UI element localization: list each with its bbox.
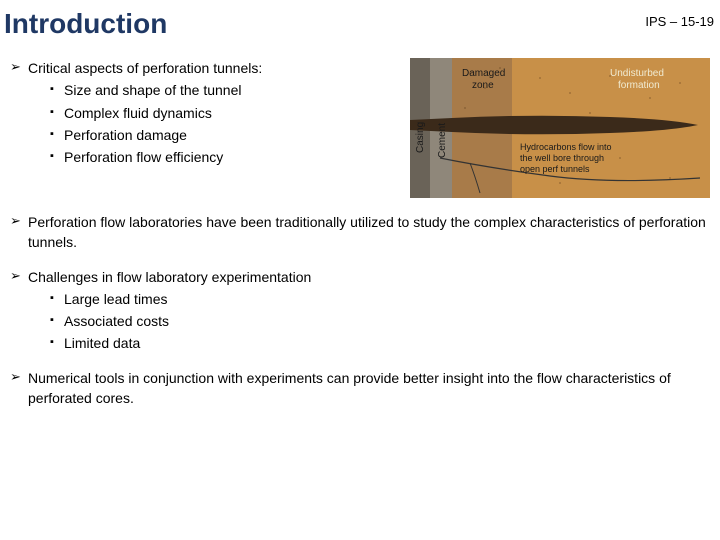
sub-bullet: ▪ Perforation damage bbox=[50, 125, 400, 145]
perforation-diagram: Casing Cement Damaged zone Undisturbed f… bbox=[410, 58, 710, 198]
square-bullet-icon: ▪ bbox=[50, 80, 64, 100]
chevron-right-icon: ➢ bbox=[10, 212, 28, 253]
chevron-right-icon: ➢ bbox=[10, 58, 28, 78]
sub-bullet: ▪ Large lead times bbox=[50, 289, 710, 309]
label-cement: Cement bbox=[437, 123, 448, 158]
sub-bullet: ▪ Associated costs bbox=[50, 311, 710, 331]
bullet-text: Perforation flow laboratories have been … bbox=[28, 212, 710, 253]
bullet-text: Large lead times bbox=[64, 289, 168, 309]
square-bullet-icon: ▪ bbox=[50, 103, 64, 123]
label-casing: Casing bbox=[415, 122, 426, 153]
square-bullet-icon: ▪ bbox=[50, 333, 64, 353]
bullet-text: Challenges in flow laboratory experiment… bbox=[28, 267, 311, 287]
square-bullet-icon: ▪ bbox=[50, 125, 64, 145]
square-bullet-icon: ▪ bbox=[50, 311, 64, 331]
bullet-text: Size and shape of the tunnel bbox=[64, 80, 241, 100]
label-undisturbed-1: Undisturbed bbox=[610, 68, 664, 79]
bullet-text: Critical aspects of perforation tunnels: bbox=[28, 58, 262, 78]
label-damaged: Damaged bbox=[462, 68, 505, 79]
slide-body: ➢ Critical aspects of perforation tunnel… bbox=[0, 40, 720, 408]
bullet-text: Perforation damage bbox=[64, 125, 187, 145]
square-bullet-icon: ▪ bbox=[50, 147, 64, 167]
chevron-right-icon: ➢ bbox=[10, 368, 28, 409]
bullet-text: Perforation flow efficiency bbox=[64, 147, 223, 167]
annotation-line-1: Hydrocarbons flow into bbox=[520, 142, 612, 152]
label-zone: zone bbox=[472, 80, 494, 91]
sub-bullet: ▪ Limited data bbox=[50, 333, 710, 353]
bullet-text: Limited data bbox=[64, 333, 140, 353]
annotation-line-3: open perf tunnels bbox=[520, 164, 590, 174]
sub-bullet: ▪ Perforation flow efficiency bbox=[50, 147, 400, 167]
bullet-challenges: ➢ Challenges in flow laboratory experime… bbox=[10, 267, 710, 287]
slide-code: IPS – 15-19 bbox=[645, 8, 716, 29]
sub-bullet: ▪ Size and shape of the tunnel bbox=[50, 80, 400, 100]
bullet-text: Associated costs bbox=[64, 311, 169, 331]
bullet-numerical-tools: ➢ Numerical tools in conjunction with ex… bbox=[10, 368, 710, 409]
page-title: Introduction bbox=[4, 8, 167, 40]
annotation-line-2: the well bore through bbox=[520, 153, 604, 163]
chevron-right-icon: ➢ bbox=[10, 267, 28, 287]
bullet-text: Complex fluid dynamics bbox=[64, 103, 212, 123]
sub-bullet: ▪ Complex fluid dynamics bbox=[50, 103, 400, 123]
label-undisturbed-2: formation bbox=[618, 80, 660, 91]
bullet-critical-aspects: ➢ Critical aspects of perforation tunnel… bbox=[10, 58, 400, 78]
square-bullet-icon: ▪ bbox=[50, 289, 64, 309]
bullet-text: Numerical tools in conjunction with expe… bbox=[28, 368, 710, 409]
bullet-perforation-labs: ➢ Perforation flow laboratories have bee… bbox=[10, 212, 710, 253]
